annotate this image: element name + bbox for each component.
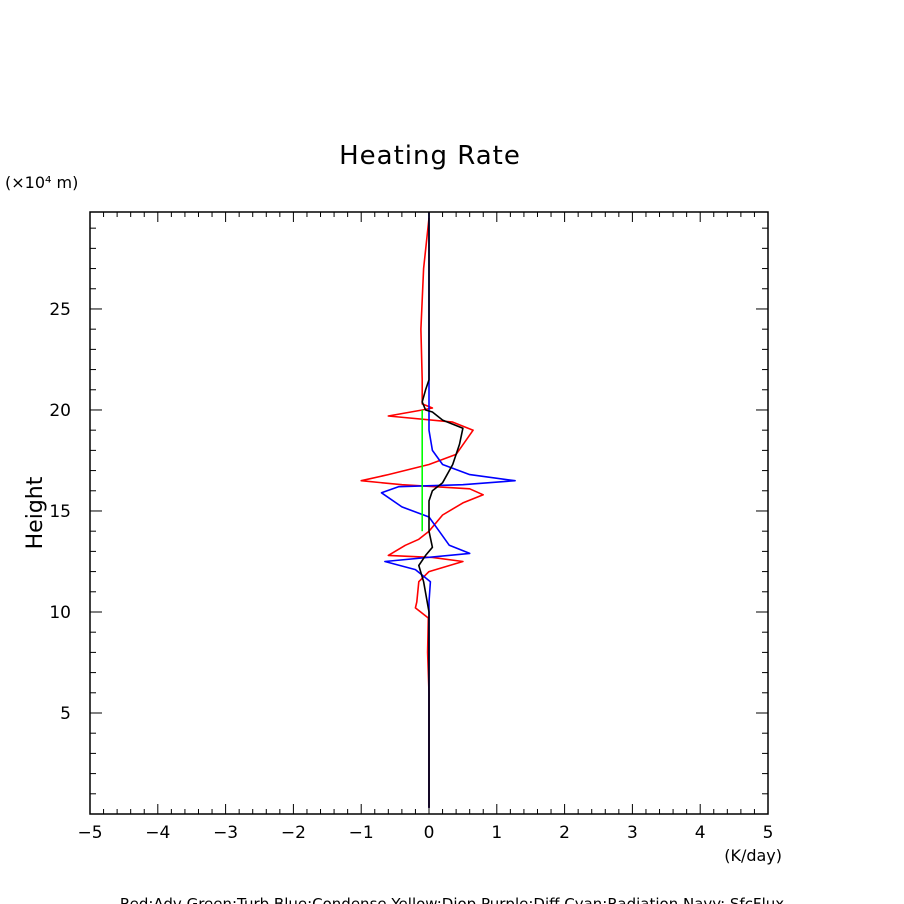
x-tick-label: 5 bbox=[763, 823, 774, 843]
y-axis-label: Height bbox=[23, 476, 48, 549]
y-tick-label: 15 bbox=[49, 502, 71, 522]
x-tick-labels: −5 −4 −3 −2 −1 0 1 2 3 4 5 bbox=[77, 823, 773, 843]
x-tick-label: −5 bbox=[77, 823, 102, 843]
axis-ticks bbox=[89, 212, 769, 814]
y-tick-labels: 5 10 15 20 25 bbox=[49, 300, 71, 724]
y-tick-label: 20 bbox=[49, 401, 71, 421]
data-series bbox=[360, 212, 516, 808]
y-tick-label: 25 bbox=[49, 300, 71, 320]
chart-title: Heating Rate bbox=[339, 141, 521, 171]
x-tick-label: −4 bbox=[145, 823, 170, 843]
y-tick-label: 10 bbox=[49, 603, 71, 623]
y-tick-label: 5 bbox=[60, 704, 71, 724]
x-tick-label: 1 bbox=[491, 823, 502, 843]
x-tick-label: −2 bbox=[281, 823, 306, 843]
series-line-blue-condense bbox=[380, 212, 516, 808]
series-line-total bbox=[418, 212, 464, 808]
x-tick-label: 4 bbox=[695, 823, 706, 843]
x-tick-label: −3 bbox=[213, 823, 238, 843]
x-tick-label: 0 bbox=[424, 823, 435, 843]
x-tick-label: 3 bbox=[627, 823, 638, 843]
x-tick-label: 2 bbox=[559, 823, 570, 843]
x-axis-label: (K/day) bbox=[724, 846, 782, 865]
legend-text: Red:Adv Green:Turb Blue:Condense Yellow:… bbox=[120, 895, 784, 904]
y-axis-unit-label: (×10⁴ m) bbox=[5, 173, 78, 192]
plot-frame bbox=[89, 211, 769, 815]
x-tick-label: −1 bbox=[349, 823, 374, 843]
